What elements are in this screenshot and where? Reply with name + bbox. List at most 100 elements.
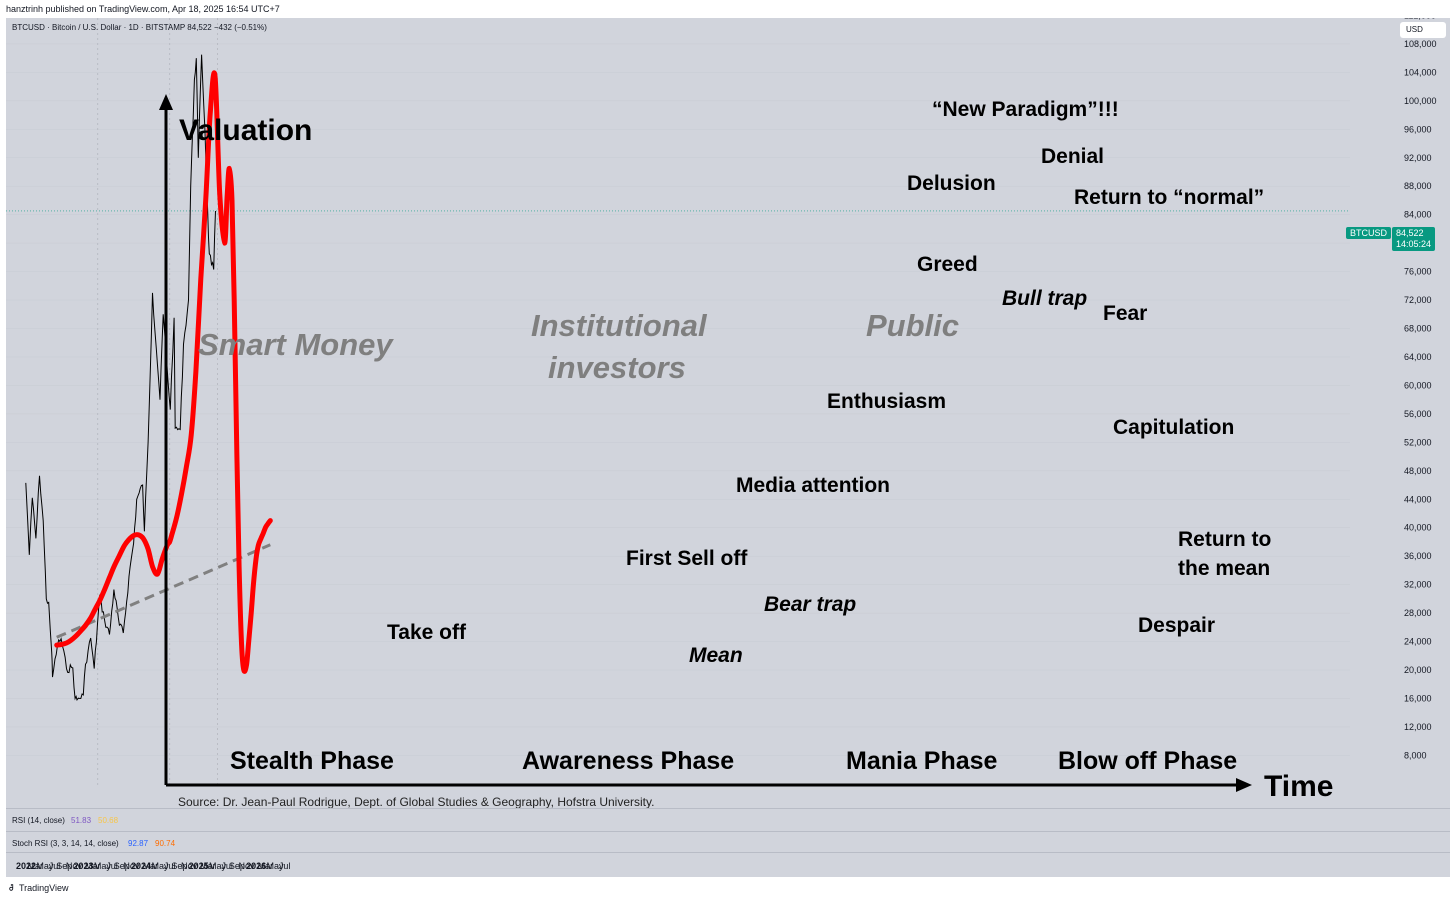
bar-countdown: 14:05:24 [1396,239,1432,249]
x-tick-label: Sep [229,861,245,871]
main-chart-svg[interactable]: 112,000 108,000 104,000 100,000 96,000 92,000… [6,18,1450,808]
stage-bear-trap: Bear trap [764,593,856,616]
stoch-rsi-panel[interactable]: Stoch RSI (3, 3, 14, 14, close) 92.87 90… [6,831,1450,854]
phase-awareness: Awareness Phase [522,747,734,775]
rsi-label: RSI (14, close) [12,816,65,825]
chart-area[interactable]: 112,000 108,000 104,000 100,000 96,000 92,000… [6,18,1450,808]
stage-despair: Despair [1138,614,1215,637]
x-tick-label: 2025 [189,861,209,871]
y-tick-label: 32,000 [1404,580,1432,590]
phase-blow-off: Blow off Phase [1058,747,1237,775]
valuation-axis-arrow-icon [159,94,173,110]
x-tick-label: Sep [114,861,130,871]
y-tick-label: 20,000 [1404,665,1432,675]
stoch-label: Stoch RSI (3, 3, 14, 14, close) [12,839,119,848]
stoch-d-value: 90.74 [155,839,176,848]
time-axis-svg: 2022MarMayJulSepNov2023MarMayJulSepNov20… [16,861,291,871]
x-tick-label: Jul [279,861,291,871]
x-tick-label: Nov [123,861,140,871]
stoch-k-value: 92.87 [128,839,149,848]
y-tick-label: 16,000 [1404,693,1432,703]
rsi-value: 51.83 [71,816,92,825]
last-price-value: 84,522 14:05:24 [1392,227,1436,251]
x-tick-label: 2024 [131,861,151,871]
rsi-panel[interactable]: RSI (14, close) 51.83 50.68 [6,808,1450,831]
x-tick-label: 2026 [246,861,266,871]
bubble-cycle-curve [54,70,273,674]
y-tick-label: 88,000 [1404,181,1432,191]
y-tick-label: 56,000 [1404,409,1432,419]
phase-stealth: Stealth Phase [230,747,394,775]
x-tick-label: 2023 [73,861,93,871]
y-tick-label: 64,000 [1404,352,1432,362]
y-tick-label: 60,000 [1404,380,1432,390]
x-tick-label: Jul [49,861,61,871]
group-smart-money: Smart Money [198,327,394,362]
footer: 𝠇 TradingView [6,883,69,894]
price-axis: 112,000 108,000 104,000 100,000 96,000 92,000… [1404,18,1437,760]
y-tick-label: 28,000 [1404,608,1432,618]
x-tick-label: Mar [28,861,44,871]
stage-fear: Fear [1103,302,1147,325]
stage-return-to-mean: Return to the mean [1178,528,1271,580]
last-price-tag: BTCUSD 84,522 14:05:24 [1346,227,1436,251]
stage-enthusiasm: Enthusiasm [827,390,946,413]
stage-bull-trap: Bull trap [1002,287,1087,310]
time-axis[interactable]: 2022 Mar May Jul Sep Nov 2023 Mar May Jul Sep Nov 20… [6,852,1450,877]
header-strip: hanztrinh published on TradingView.com, … [0,0,1456,18]
x-tick-label: Nov [66,861,83,871]
x-tick-label: 2022 [16,861,36,871]
y-tick-label: 104,000 [1404,67,1437,77]
y-tick-label: 40,000 [1404,523,1432,533]
time-axis-arrow-icon [1236,778,1252,792]
y-tick-label: 112,000 [1404,18,1436,20]
x-tick-label: Sep [56,861,72,871]
group-public: Public [866,308,959,343]
x-tick-label: Mar [143,861,159,871]
source-note: Source: Dr. Jean-Paul Rodrigue, Dept. of… [178,795,654,808]
y-tick-label: 108,000 [1404,39,1437,49]
stage-media-attention: Media attention [736,474,890,497]
y-tick-label: 68,000 [1404,324,1432,334]
y-tick-label: 8,000 [1404,750,1427,760]
last-price-number: 84,522 [1396,228,1424,238]
valuation-label: Valuation [179,114,312,147]
stage-greed: Greed [917,253,978,276]
x-tick-label: Nov [181,861,198,871]
group-institutional: Institutional investors [531,308,708,385]
stage-first-sell-off: First Sell off [626,547,748,570]
y-tick-label: 36,000 [1404,551,1432,561]
y-tick-label: 84,000 [1404,210,1432,220]
rsi-ma-value: 50.68 [98,816,119,825]
x-tick-label: May [209,861,227,871]
mean-trend-line [56,543,271,639]
stage-take-off: Take off [387,621,467,644]
y-tick-label: 48,000 [1404,466,1432,476]
time-label: Time [1264,770,1333,803]
btcusd-series-line [25,54,216,702]
stage-mean: Mean [689,644,743,667]
currency-button[interactable]: USD [1400,22,1446,38]
x-tick-label: Jul [164,861,176,871]
y-tick-label: 76,000 [1404,267,1432,277]
x-tick-label: May [152,861,170,871]
y-tick-label: 24,000 [1404,637,1432,647]
symbol-info: BTCUSD · Bitcoin / U.S. Dollar · 1D · BI… [12,23,267,32]
stage-new-paradigm: “New Paradigm”!!! [932,98,1119,121]
stage-capitulation: Capitulation [1113,416,1234,439]
published-info: hanztrinh published on TradingView.com, … [6,4,280,14]
x-tick-label: Mar [258,861,274,871]
x-tick-label: May [36,861,54,871]
x-tick-label: Nov [238,861,255,871]
y-tick-label: 100,000 [1404,96,1437,106]
brand-name: TradingView [19,883,69,893]
x-tick-label: Mar [200,861,216,871]
x-tick-label: Sep [171,861,187,871]
y-tick-label: 52,000 [1404,437,1432,447]
x-tick-label: Jul [106,861,118,871]
x-tick-label: May [266,861,284,871]
stage-return-normal: Return to “normal” [1074,186,1264,209]
y-tick-label: 44,000 [1404,494,1432,504]
y-tick-label: 96,000 [1404,124,1432,134]
tradingview-logo-icon: 𝠇 [6,883,16,894]
